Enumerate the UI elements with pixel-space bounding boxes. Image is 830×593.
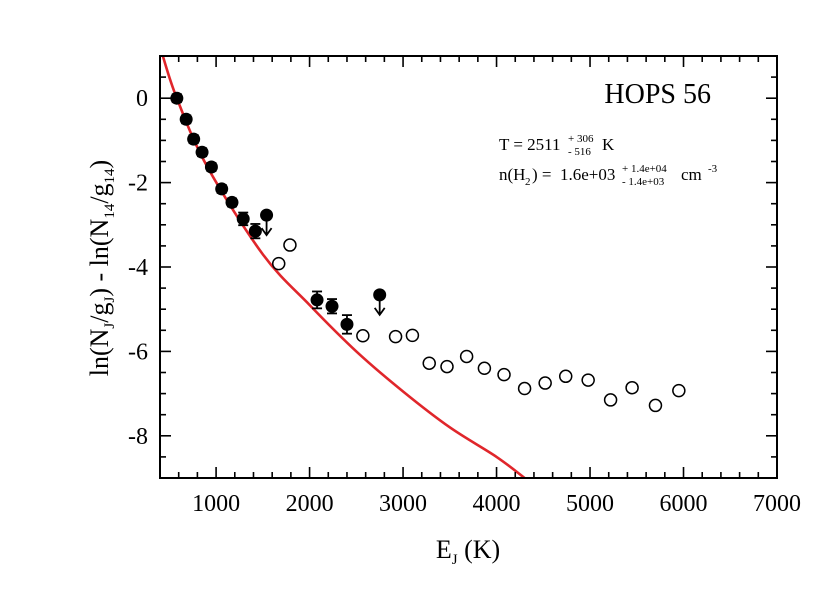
y-axis-label: ln(NJ/gJ) - ln(N14/g14): [85, 160, 118, 376]
tick-labels: 1000 2000 3000 4000 5000 6000 7000 0 -2 -4 -6 -8: [128, 86, 801, 517]
chart-title: HOPS 56: [604, 79, 711, 110]
x-tick-label: 3000: [379, 491, 427, 517]
y-axis-label-sub2: J: [102, 296, 118, 302]
density-label-subscript: 2: [525, 176, 531, 188]
y-tick-label: -8: [128, 424, 148, 450]
open-data-point: [388, 329, 403, 344]
plot-frame: [159, 55, 778, 479]
upper-limit-arrow-head: [260, 227, 273, 237]
model-fit-curve: [161, 56, 526, 478]
y-tick-label: -4: [128, 255, 148, 281]
x-tick-label: 1000: [192, 491, 240, 517]
y-axis-label-part3: ) - ln(N: [85, 218, 114, 296]
y-axis-label-part4: /g: [85, 183, 114, 203]
y-tick-label: -2: [128, 171, 148, 197]
density-unit: cm: [681, 165, 702, 184]
open-data-point: [672, 383, 686, 398]
filled-data-point: [236, 212, 250, 226]
x-axis-label: EJ (K): [436, 535, 500, 568]
density-upper-error: + 1.4e+04: [622, 163, 667, 175]
x-tick-label: 6000: [660, 491, 708, 517]
open-data-point: [271, 256, 286, 271]
y-axis-label-sub1: J: [102, 323, 118, 329]
data-points-layer: [170, 91, 686, 413]
x-tick-label: 5000: [566, 491, 614, 517]
open-data-point: [440, 359, 454, 374]
open-data-point: [356, 329, 370, 343]
filled-data-point: [215, 182, 229, 196]
x-tick-label: 2000: [286, 491, 334, 517]
temperature-value: T = 2511: [499, 135, 561, 154]
x-axis-label-main: E: [436, 535, 452, 564]
filled-data-point: [310, 293, 324, 307]
filled-data-point: [195, 145, 209, 159]
filled-data-point: [204, 160, 218, 174]
filled-data-point: [248, 224, 262, 238]
filled-data-point: [179, 112, 193, 126]
x-tick-label: 7000: [753, 491, 801, 517]
open-data-point: [517, 381, 532, 396]
x-axis-label-unit: (K): [458, 535, 501, 564]
filled-data-point: [170, 91, 184, 105]
open-data-point: [497, 367, 511, 382]
open-data-point: [422, 356, 436, 370]
y-axis-label-part1: ln(N: [85, 328, 114, 376]
temperature-lower-error: - 516: [568, 146, 591, 158]
open-data-point: [603, 393, 618, 407]
open-data-point: [538, 376, 552, 390]
x-tick-label: 4000: [473, 491, 521, 517]
y-axis-label-sub3: 14: [102, 203, 118, 219]
open-data-point: [477, 361, 492, 376]
y-axis-label-part5: ): [85, 160, 114, 169]
density-value: ) = 1.6e+03: [532, 165, 615, 184]
open-data-point: [648, 398, 663, 413]
y-axis-label-part2: /g: [85, 302, 114, 322]
density-annotation: n(H 2 ) = 1.6e+03 + 1.4e+04 - 1.4e+03 cm…: [499, 163, 718, 188]
filled-data-point: [225, 195, 239, 209]
open-data-point: [625, 380, 639, 395]
y-tick-label: -6: [128, 339, 148, 365]
open-data-point: [283, 238, 297, 252]
open-data-point: [581, 373, 595, 387]
filled-data-point: [187, 132, 201, 146]
density-lower-error: - 1.4e+03: [622, 176, 665, 188]
open-data-point: [459, 349, 474, 364]
filled-data-point: [340, 317, 354, 331]
upper-limit-arrow-head: [373, 307, 386, 317]
y-axis-label-sub4: 14: [102, 168, 118, 184]
temperature-unit: K: [602, 135, 615, 154]
x-axis-label-subscript: J: [452, 552, 458, 568]
temperature-annotation: T = 2511 + 306 - 516 K: [499, 133, 615, 158]
density-unit-exponent: -3: [708, 163, 718, 175]
temperature-upper-error: + 306: [568, 133, 594, 145]
open-data-point: [405, 328, 420, 343]
model-curve-layer: [161, 56, 526, 478]
y-tick-label: 0: [136, 86, 148, 112]
density-label: n(H: [499, 165, 525, 184]
open-data-point: [558, 369, 573, 384]
axis-ticks: [159, 55, 778, 479]
filled-data-point: [325, 299, 339, 313]
